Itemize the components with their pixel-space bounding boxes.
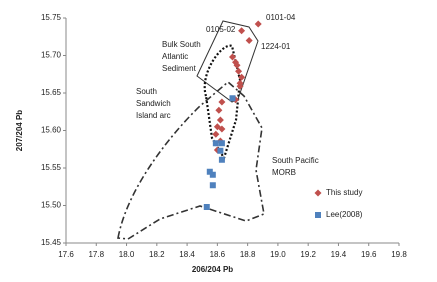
point — [206, 168, 213, 175]
point — [233, 61, 241, 69]
point — [203, 204, 210, 210]
point — [229, 53, 236, 61]
x-tick-label: 19.4 — [331, 250, 347, 259]
south-pacific-morb-field — [117, 80, 265, 240]
x-tick-label: 19.0 — [270, 250, 286, 259]
annotation: South — [136, 87, 157, 96]
annotation: Sandwich — [136, 99, 171, 108]
point — [229, 95, 236, 102]
point — [216, 116, 224, 124]
annotation: South Pacific — [272, 156, 319, 165]
point — [217, 147, 224, 154]
y-tick-label: 15.70 — [41, 51, 62, 60]
point — [215, 106, 223, 114]
x-tick-label: 19.8 — [391, 250, 407, 259]
x-tick-label: 19.6 — [361, 250, 377, 259]
x-tick-label: 18.2 — [149, 250, 165, 259]
point — [218, 98, 226, 106]
point — [218, 125, 226, 133]
point — [238, 73, 246, 81]
point — [218, 140, 225, 147]
x-tick-label: 18.4 — [179, 250, 195, 259]
annotation: Atlantic — [162, 52, 188, 61]
annotation: 0101-04 — [266, 13, 296, 22]
point — [212, 140, 219, 147]
point — [212, 130, 220, 138]
y-tick-label: 15.75 — [41, 13, 62, 22]
y-tick-label: 15.50 — [41, 201, 62, 210]
annotation: 1224-01 — [261, 42, 291, 51]
y-tick-label: 15.45 — [41, 238, 62, 247]
annotation: 0105-02 — [206, 25, 236, 34]
x-tick-label: 17.8 — [88, 250, 104, 259]
point — [209, 182, 216, 189]
point — [238, 27, 246, 35]
x-tick-label: 18.6 — [210, 250, 226, 259]
y-tick-label: 15.55 — [41, 163, 62, 172]
annotation: Island arc — [136, 111, 171, 120]
bulk-sediment-field — [196, 20, 259, 103]
legend-label: This study — [326, 188, 362, 197]
point — [209, 171, 216, 178]
x-tick-label: 19.2 — [300, 250, 316, 259]
point — [236, 82, 244, 90]
point — [235, 67, 243, 75]
sandwich-arc-field — [203, 44, 242, 161]
point — [245, 37, 253, 44]
y-axis-title: 207/204 Pb — [15, 110, 24, 151]
legend-label: Lee(2008) — [326, 210, 363, 219]
annotation: Sediment — [162, 64, 197, 73]
y-tick-label: 15.65 — [41, 88, 62, 97]
y-tick-label: 15.60 — [41, 126, 62, 135]
x-tick-label: 18.0 — [119, 250, 135, 259]
legend-marker — [315, 212, 321, 218]
x-tick-label: 18.8 — [240, 250, 256, 259]
legend-marker — [314, 189, 322, 197]
annotation: Bulk South — [162, 40, 201, 49]
point — [218, 156, 225, 163]
x-axis-title: 206/204 Pb — [192, 265, 233, 274]
annotation: MORB — [272, 168, 296, 177]
x-tick-label: 17.6 — [58, 250, 74, 259]
point — [254, 20, 262, 28]
